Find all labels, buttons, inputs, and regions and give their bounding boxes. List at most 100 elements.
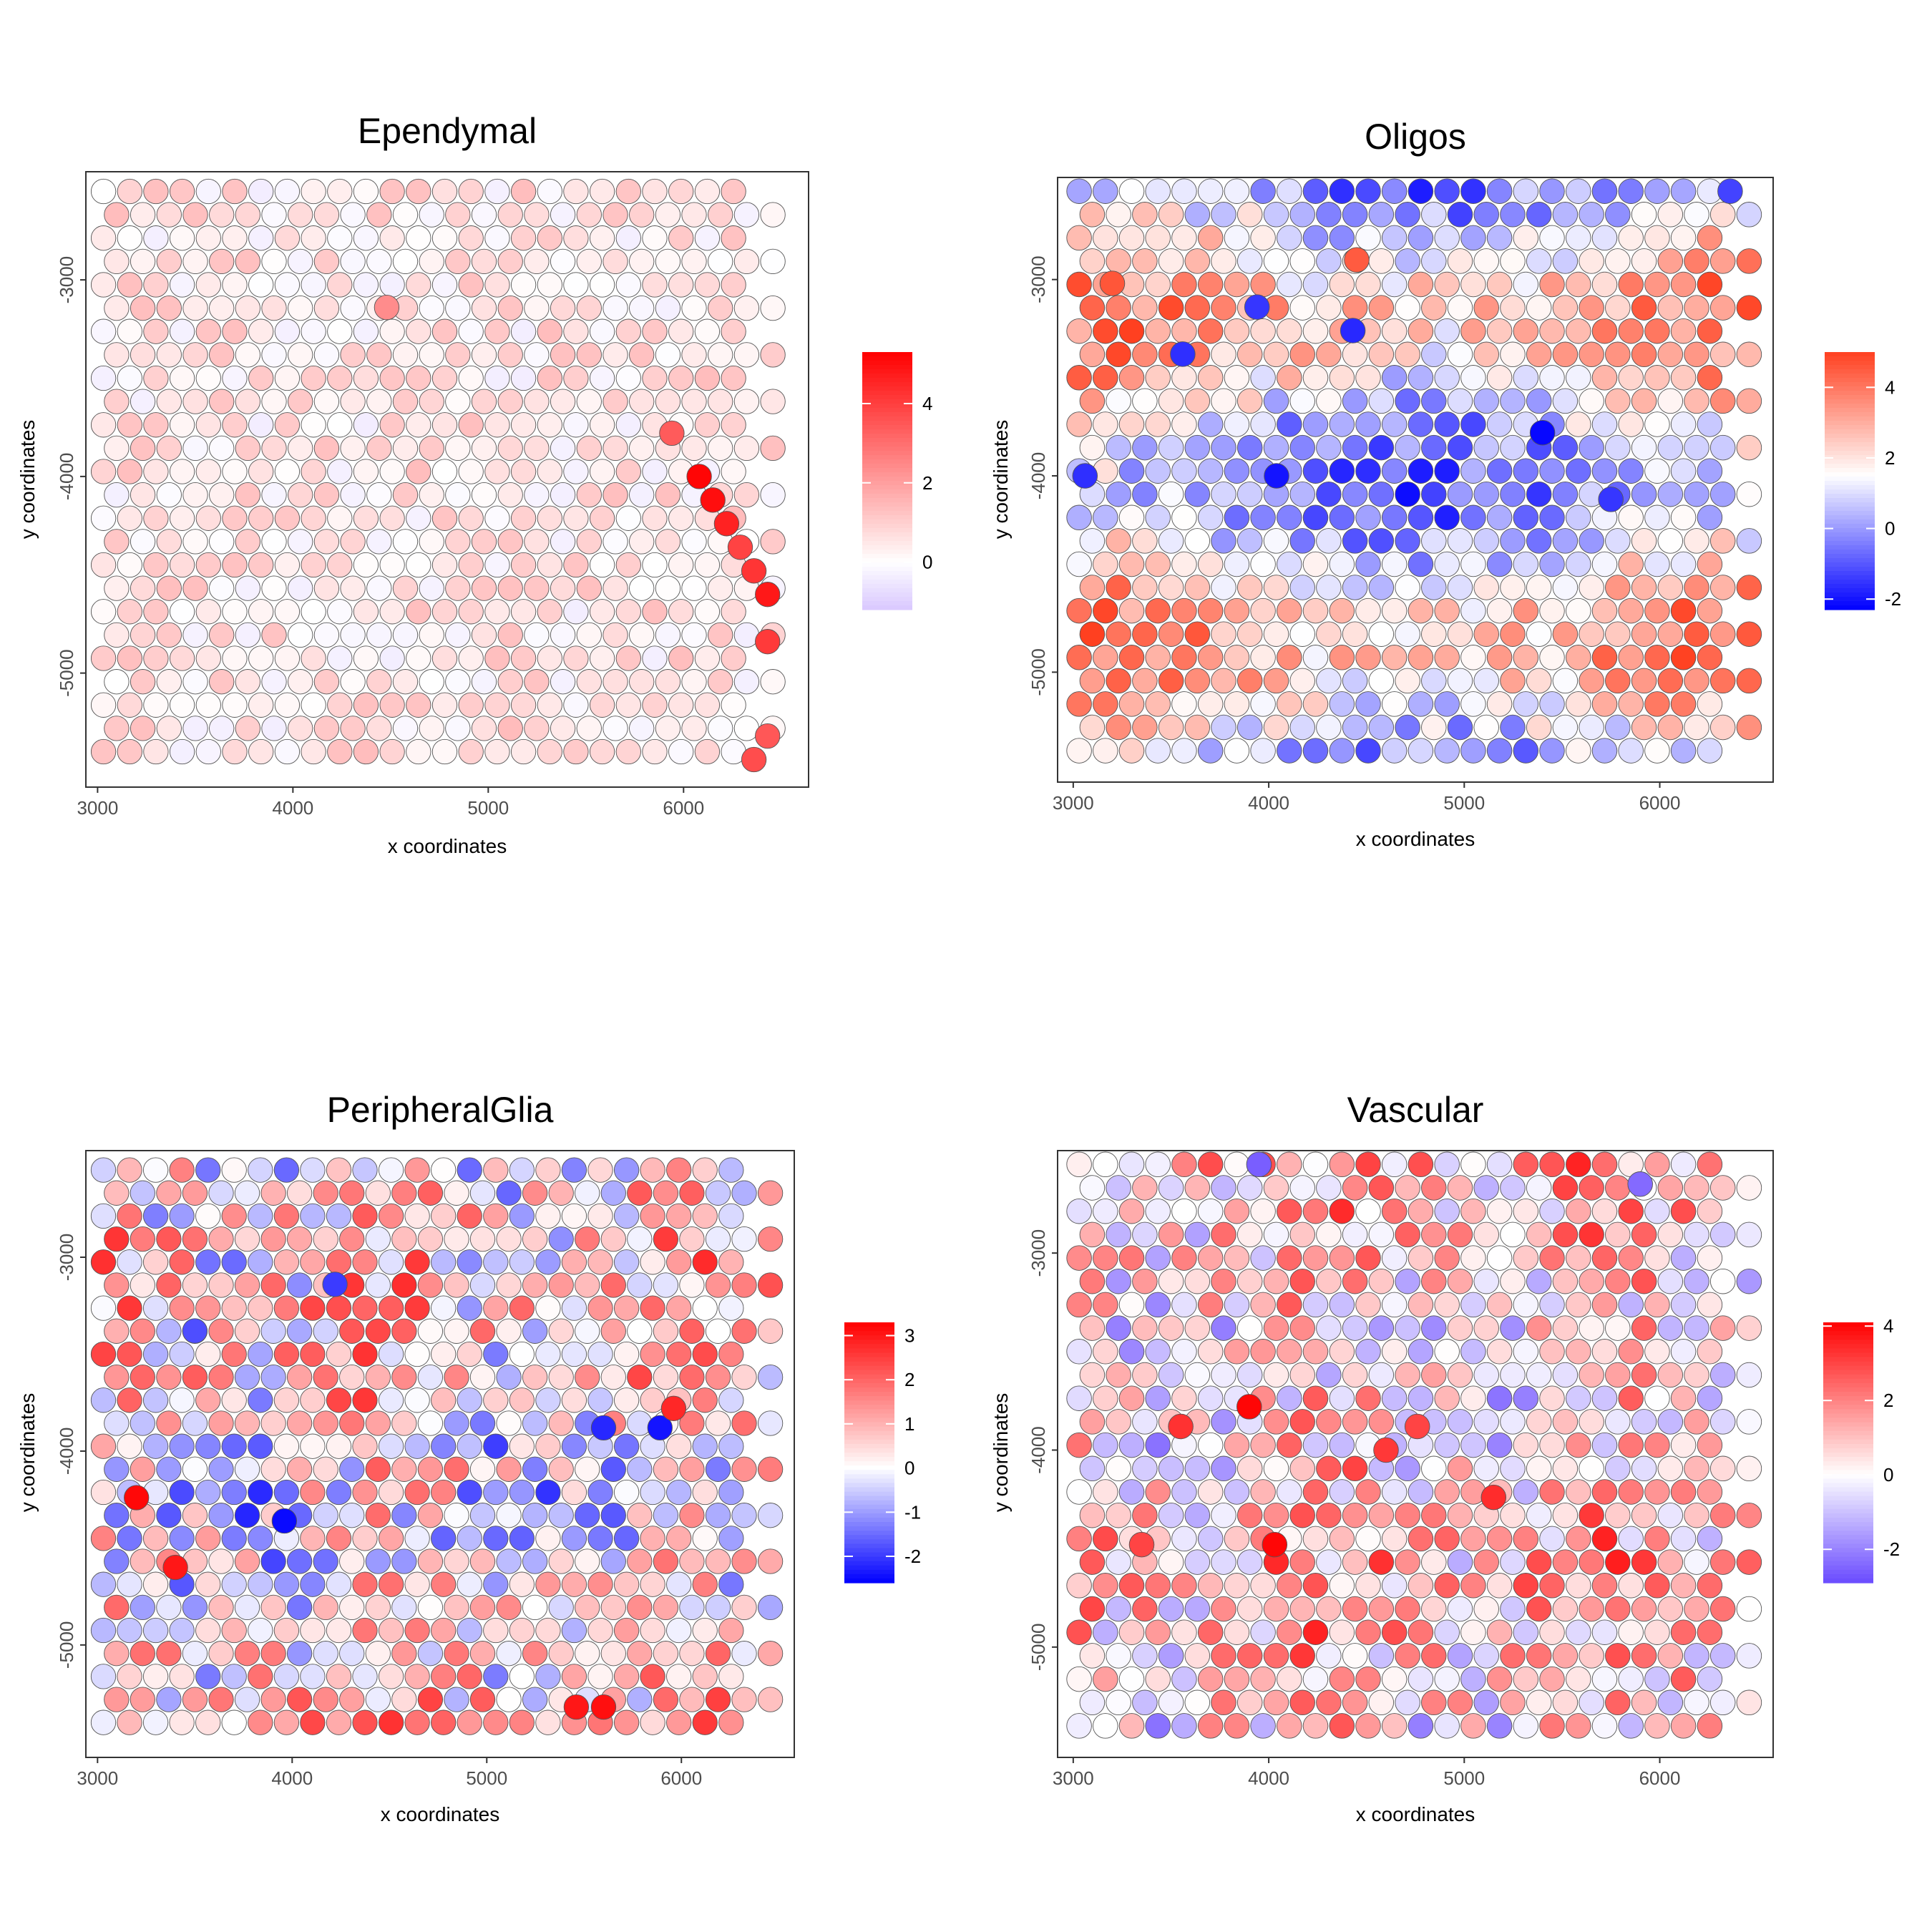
spot <box>1736 1455 1762 1482</box>
spot <box>1171 1198 1197 1224</box>
colorbar-segment <box>844 1513 894 1518</box>
spot <box>708 716 733 741</box>
spot <box>1302 1292 1329 1318</box>
spot <box>1263 621 1289 647</box>
spot <box>1329 597 1355 624</box>
spot <box>1631 248 1657 274</box>
spot <box>483 1387 509 1413</box>
spot <box>1316 295 1342 321</box>
spot <box>708 389 733 414</box>
colorbar-segment <box>844 1561 894 1566</box>
y-axis: -3000-4000-5000 <box>56 256 86 697</box>
spot <box>1171 691 1197 717</box>
spot <box>182 1272 208 1298</box>
spot <box>1106 1175 1131 1201</box>
spot <box>613 1479 640 1506</box>
spot <box>668 318 694 344</box>
spot <box>1106 1221 1131 1248</box>
spot <box>169 318 195 344</box>
spot <box>1539 1385 1565 1411</box>
colorbar-segment <box>844 1457 894 1462</box>
spot <box>1736 481 1762 507</box>
spot <box>1184 1643 1211 1669</box>
spot <box>234 1641 260 1667</box>
spot <box>260 1687 286 1712</box>
colorbar-segment <box>862 356 912 361</box>
spot <box>668 505 694 531</box>
spot <box>1709 1175 1736 1201</box>
spot <box>431 459 458 484</box>
spot <box>365 1226 391 1252</box>
spot <box>379 365 405 391</box>
spot <box>339 1364 365 1390</box>
spot <box>1171 1292 1197 1318</box>
spot <box>378 1295 404 1321</box>
spot <box>156 1456 182 1482</box>
spot <box>629 529 655 555</box>
spot <box>1211 248 1236 274</box>
spot <box>1118 178 1145 204</box>
spot <box>484 365 510 391</box>
spot <box>1132 1689 1158 1716</box>
spot <box>1552 1549 1579 1575</box>
spot <box>1277 1573 1302 1599</box>
spot <box>1355 691 1381 717</box>
spot <box>1434 1479 1460 1505</box>
spot <box>1500 621 1526 647</box>
colorbar-segment <box>1823 1453 1873 1458</box>
spot <box>1631 668 1657 694</box>
spot <box>524 529 550 555</box>
colorbar-segment <box>862 374 912 379</box>
spot <box>182 342 208 368</box>
spot <box>1670 1292 1697 1318</box>
spot <box>392 669 419 695</box>
spot <box>1197 365 1224 391</box>
colorbar-segment <box>844 1518 894 1523</box>
spot <box>1460 271 1486 298</box>
spot <box>366 342 392 368</box>
spot <box>431 1387 457 1413</box>
spot <box>1513 318 1539 344</box>
spot <box>143 645 169 671</box>
colorbar-segment <box>862 425 912 430</box>
spot <box>1316 1596 1342 1622</box>
spot <box>1618 1292 1644 1318</box>
x-axis: 3000 4000 5000 6000 <box>1053 782 1680 814</box>
spot <box>497 202 523 228</box>
spot <box>589 505 615 531</box>
spot <box>222 552 248 578</box>
spot <box>195 738 221 765</box>
spot <box>1684 1175 1709 1201</box>
colorbar-segment <box>1823 1574 1873 1579</box>
spot <box>1631 1409 1657 1435</box>
spot <box>1066 1432 1092 1458</box>
spot <box>365 1641 391 1667</box>
colorbar-segment <box>862 455 912 460</box>
spot <box>666 1341 692 1367</box>
spot <box>195 1617 221 1644</box>
colorbar-segment <box>862 541 912 546</box>
spot <box>1657 1221 1684 1248</box>
spot <box>1552 621 1579 647</box>
spot <box>1539 597 1565 624</box>
spot <box>1513 1292 1539 1318</box>
spot <box>352 1617 378 1644</box>
spot <box>288 716 313 741</box>
spot <box>615 505 641 531</box>
spot <box>444 1364 469 1390</box>
spot <box>1250 738 1276 763</box>
spot <box>339 1318 365 1344</box>
spot <box>1460 1385 1486 1411</box>
colorbar-segment <box>1823 1578 1873 1584</box>
spot <box>327 552 353 578</box>
colorbar-segment <box>844 1461 894 1466</box>
colorbar-segment <box>862 575 912 580</box>
colorbar-segment <box>1825 519 1875 525</box>
spot <box>1329 1666 1355 1692</box>
spot <box>1342 528 1368 554</box>
spot <box>352 1433 378 1459</box>
colorbar-segment <box>844 1539 894 1544</box>
spot <box>1079 1596 1106 1622</box>
colorbar-segment <box>862 571 912 576</box>
